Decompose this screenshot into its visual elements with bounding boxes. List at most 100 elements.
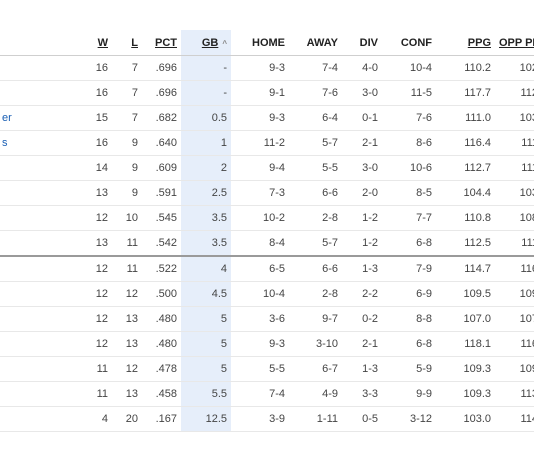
away-record-cell: 5-7 <box>289 130 342 156</box>
col-l-label: L <box>131 36 138 49</box>
team-cell[interactable] <box>0 180 82 206</box>
wins-cell: 4 <box>82 406 112 432</box>
home-record-cell: 9-1 <box>231 80 289 106</box>
pct-cell: .478 <box>142 356 181 382</box>
home-record-cell: 6-5 <box>231 256 289 282</box>
div-record-cell: 1-3 <box>342 256 382 282</box>
away-record-cell: 6-7 <box>289 356 342 382</box>
conf-record-cell: 5-9 <box>382 356 436 382</box>
pct-cell: .591 <box>142 180 181 206</box>
ppg-cell: 107.0 <box>436 306 495 332</box>
pct-cell: .545 <box>142 205 181 231</box>
games-back-cell: 4 <box>181 256 231 282</box>
ppg-cell: 116.4 <box>436 130 495 156</box>
team-cell[interactable] <box>0 80 82 106</box>
team-cell[interactable] <box>0 230 82 257</box>
col-l-header[interactable]: L <box>112 30 142 56</box>
team-cell[interactable] <box>0 281 82 307</box>
conf-record-cell: 9-9 <box>382 381 436 407</box>
team-cell[interactable] <box>0 155 82 181</box>
conf-record-cell: 8-5 <box>382 180 436 206</box>
col-conf-header: CONF <box>382 30 436 56</box>
pct-cell: .480 <box>142 331 181 357</box>
opp-ppg-cell: 116 <box>495 331 534 357</box>
ppg-cell: 111.0 <box>436 105 495 131</box>
div-record-cell: 3-0 <box>342 155 382 181</box>
home-record-cell: 8-4 <box>231 230 289 257</box>
ppg-cell: 109.3 <box>436 381 495 407</box>
team-cell[interactable] <box>0 55 82 81</box>
pct-cell: .640 <box>142 130 181 156</box>
opp-ppg-cell: 111 <box>495 155 534 181</box>
pct-cell: .167 <box>142 406 181 432</box>
div-record-cell: 0-1 <box>342 105 382 131</box>
games-back-cell: - <box>181 80 231 106</box>
team-cell[interactable] <box>0 306 82 332</box>
opp-ppg-cell: 114 <box>495 406 534 432</box>
col-ppg-label: PPG <box>467 36 491 49</box>
losses-cell: 9 <box>112 130 142 156</box>
wins-cell: 15 <box>82 105 112 131</box>
home-record-cell: 7-4 <box>231 381 289 407</box>
col-div-header: DIV <box>342 30 382 56</box>
col-opp-ppg-header[interactable]: OPP PPG <box>495 30 534 56</box>
col-ppg-header[interactable]: PPG <box>436 30 495 56</box>
col-gb-header[interactable]: GB ^ <box>181 30 231 56</box>
team-cell[interactable]: er <box>0 105 82 131</box>
away-record-cell: 7-4 <box>289 55 342 81</box>
team-cell[interactable] <box>0 331 82 357</box>
team-cell[interactable] <box>0 356 82 382</box>
wins-cell: 12 <box>82 331 112 357</box>
opp-ppg-cell: 102 <box>495 55 534 81</box>
team-cell[interactable] <box>0 406 82 432</box>
col-opp-ppg-label: OPP PPG <box>499 36 534 49</box>
conf-record-cell: 7-7 <box>382 205 436 231</box>
pct-cell: .696 <box>142 80 181 106</box>
home-record-cell: 5-5 <box>231 356 289 382</box>
losses-cell: 9 <box>112 180 142 206</box>
col-w-header[interactable]: W <box>82 30 112 56</box>
team-cell[interactable]: s <box>0 130 82 156</box>
conf-record-cell: 6-8 <box>382 331 436 357</box>
col-home-header: HOME <box>231 30 289 56</box>
wins-cell: 11 <box>82 381 112 407</box>
team-cell[interactable] <box>0 256 82 282</box>
col-pct-header[interactable]: PCT <box>142 30 181 56</box>
home-record-cell: 7-3 <box>231 180 289 206</box>
losses-cell: 12 <box>112 281 142 307</box>
team-cell[interactable] <box>0 205 82 231</box>
home-record-cell: 10-2 <box>231 205 289 231</box>
pct-cell: .522 <box>142 256 181 282</box>
home-record-cell: 9-4 <box>231 155 289 181</box>
conf-record-cell: 7-6 <box>382 105 436 131</box>
div-record-cell: 1-2 <box>342 230 382 257</box>
games-back-cell: 1 <box>181 130 231 156</box>
losses-cell: 13 <box>112 381 142 407</box>
conf-record-cell: 6-8 <box>382 230 436 257</box>
conf-record-cell: 11-5 <box>382 80 436 106</box>
away-record-cell: 3-10 <box>289 331 342 357</box>
games-back-cell: 0.5 <box>181 105 231 131</box>
ppg-cell: 110.8 <box>436 205 495 231</box>
opp-ppg-cell: 103 <box>495 180 534 206</box>
opp-ppg-cell: 111 <box>495 230 534 257</box>
away-record-cell: 6-6 <box>289 256 342 282</box>
team-cell[interactable] <box>0 381 82 407</box>
losses-cell: 20 <box>112 406 142 432</box>
losses-cell: 7 <box>112 55 142 81</box>
